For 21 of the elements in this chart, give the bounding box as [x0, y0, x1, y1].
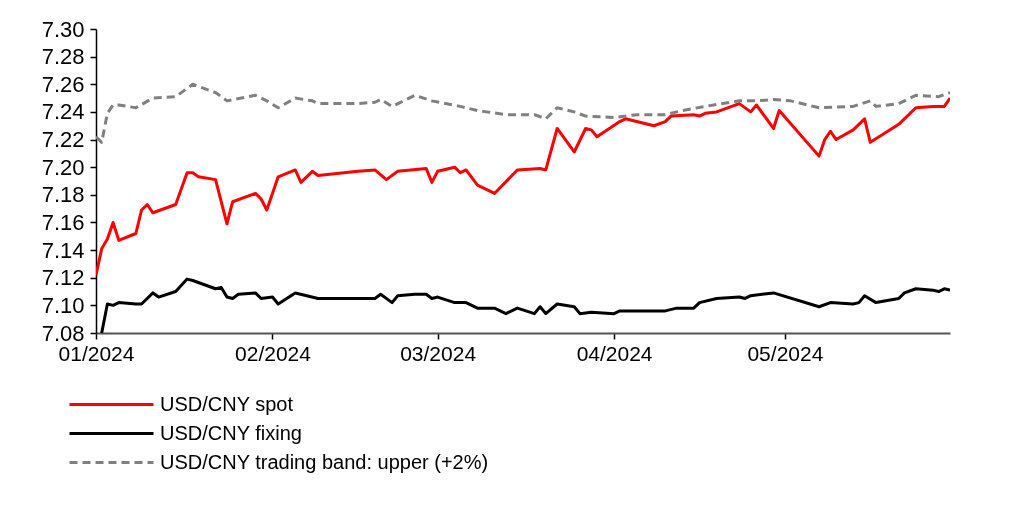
legend-label: USD/CNY fixing	[160, 421, 302, 444]
x-tick-label: 02/2024	[235, 341, 312, 365]
y-tick-label: 7.20	[41, 154, 85, 180]
y-tick-label: 7.10	[41, 292, 85, 318]
y-tick-label: 7.18	[41, 182, 85, 208]
y-tick-label: 7.30	[41, 16, 85, 42]
y-tick-label: 7.16	[41, 209, 85, 235]
line-series	[96, 82, 950, 144]
y-tick-label: 7.24	[41, 99, 85, 125]
line-series	[96, 96, 950, 277]
x-tick-label: 04/2024	[576, 341, 653, 365]
line-series	[100, 277, 950, 333]
y-tick-label: 7.26	[41, 71, 85, 97]
legend-label: USD/CNY spot	[160, 392, 294, 415]
y-tick-label: 7.12	[41, 265, 85, 291]
x-tick-label: 03/2024	[400, 341, 477, 365]
y-tick-label: 7.28	[41, 44, 85, 70]
y-tick-label: 7.14	[41, 237, 85, 263]
x-tick-label: 05/2024	[747, 341, 824, 365]
legend-label: USD/CNY trading band: upper (+2%)	[160, 450, 489, 473]
y-tick-label: 7.22	[41, 127, 85, 153]
